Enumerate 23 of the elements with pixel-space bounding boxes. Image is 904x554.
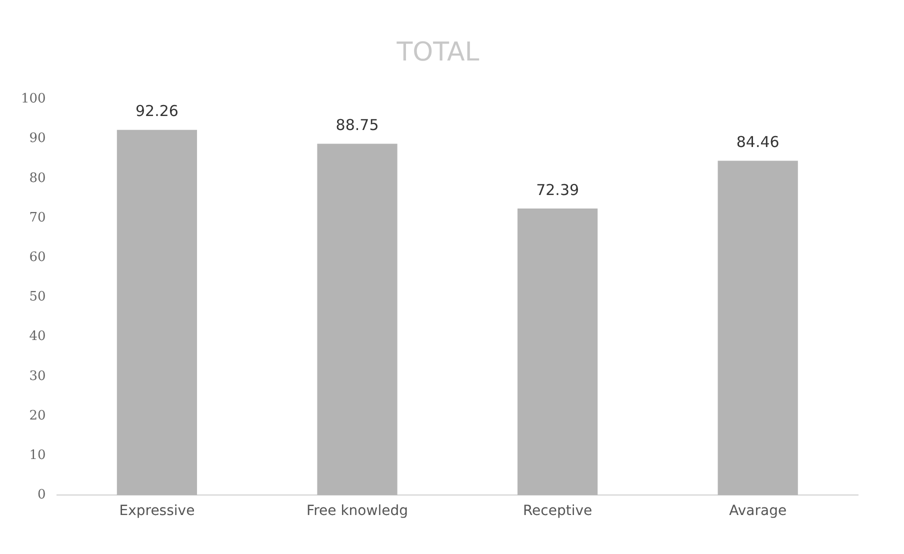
y-tick-label: 90 — [29, 131, 46, 146]
x-tick-label: Free knowledg — [306, 503, 408, 520]
bar — [517, 208, 598, 496]
x-tick-label: Avarage — [729, 503, 787, 520]
bar — [718, 160, 798, 496]
data-label: 92.26 — [135, 102, 178, 120]
x-tick-label: Expressive — [119, 503, 195, 520]
data-label: 72.39 — [536, 180, 580, 199]
y-tick-label: 60 — [29, 250, 46, 265]
y-tick-label: 100 — [20, 92, 46, 107]
y-tick-label: 0 — [38, 488, 46, 503]
y-tick-label: 20 — [29, 408, 46, 424]
bar — [317, 144, 398, 496]
y-tick-label: 50 — [29, 290, 46, 305]
data-label: 84.46 — [736, 133, 780, 152]
y-tick-label: 80 — [29, 170, 46, 186]
bar — [116, 130, 198, 496]
x-tick-label: Receptive — [522, 503, 592, 520]
y-tick-label: 40 — [29, 329, 46, 344]
y-tick-label: 70 — [29, 210, 46, 226]
data-label: 88.75 — [336, 116, 379, 134]
y-tick-label: 30 — [29, 368, 46, 384]
y-tick-label: 10 — [29, 448, 46, 463]
